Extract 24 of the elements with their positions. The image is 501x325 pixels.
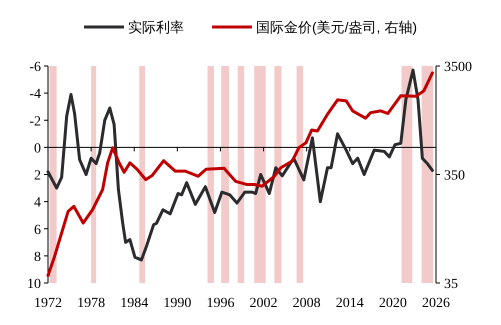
y2-tick-label: 35 [444,277,458,292]
y2-tick-label: 3500 [444,60,472,75]
y-tick-label: -2 [29,114,41,130]
x-tick-label: 2002 [250,296,278,311]
y-tick-label: 8 [34,250,41,265]
y-tick-label: 10 [27,277,41,292]
x-tick-label: 1996 [206,296,234,311]
x-tick-label: 2020 [378,296,407,311]
y-tick-label: 6 [34,222,41,238]
x-tick-label: 1978 [77,296,106,311]
y-tick-label: 0 [34,141,41,156]
x-tick-label: 1972 [34,296,62,311]
y-tick-label: 2 [34,168,41,184]
x-tick-label: 2008 [292,296,321,311]
y-tick-label: -4 [29,87,41,102]
x-tick-label: 2026 [422,296,450,311]
legend-label: 实际利率 [128,19,184,35]
x-tick-label: 1984 [120,296,148,311]
y-tick-label: 4 [34,196,41,211]
y-tick-label: -6 [29,60,41,75]
y2-tick-label: 350 [444,168,465,184]
legend-label: 国际金价(美元/盎司, 右轴) [256,19,417,35]
x-tick-label: 2014 [336,296,364,311]
x-tick-label: 1990 [163,296,192,311]
